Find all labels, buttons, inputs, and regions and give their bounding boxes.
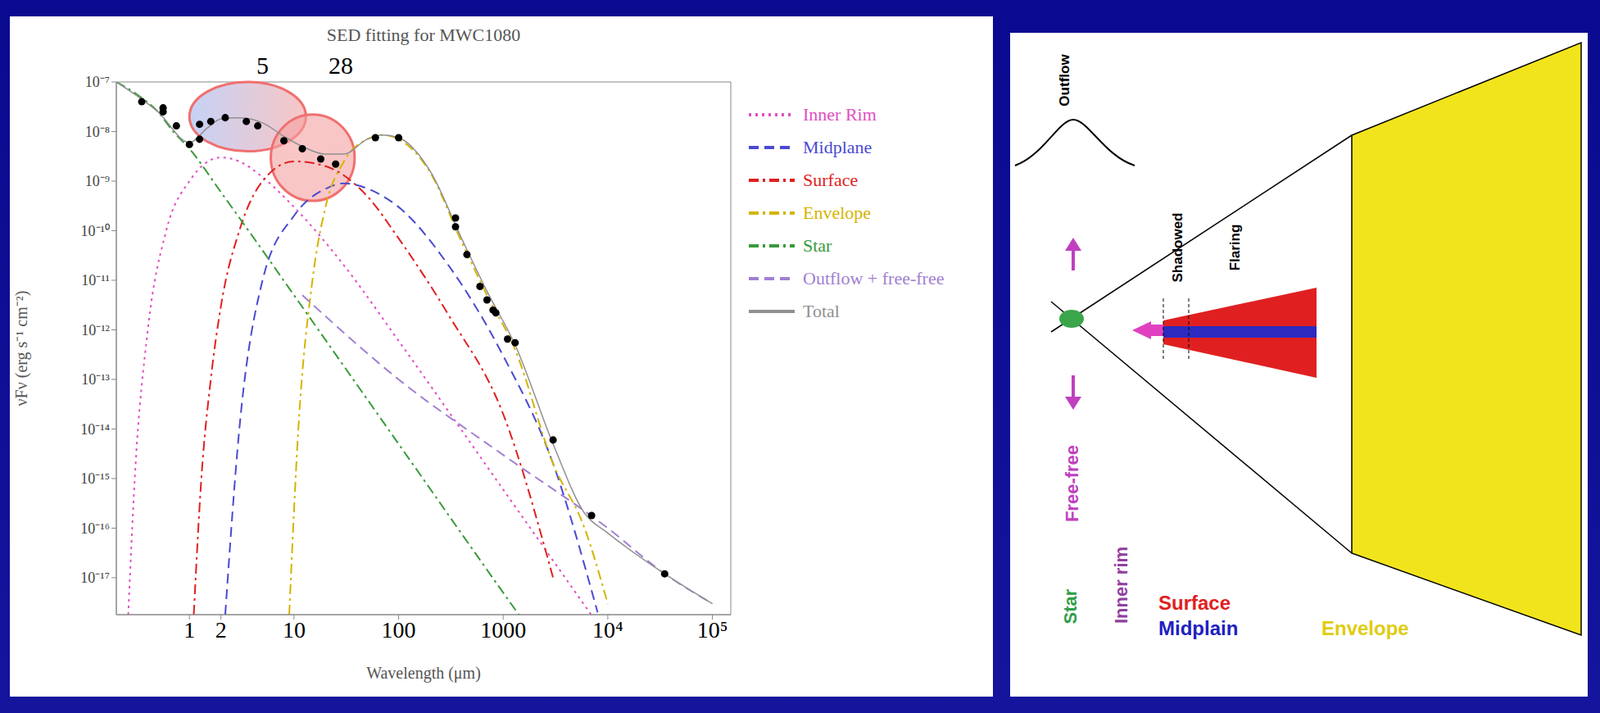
svg-text:10⁻¹²: 10⁻¹² xyxy=(81,321,110,339)
svg-text:10⁻¹⁶: 10⁻¹⁶ xyxy=(80,520,110,537)
svg-text:Surface: Surface xyxy=(1158,591,1231,614)
svg-text:10⁻¹⁷: 10⁻¹⁷ xyxy=(80,569,110,586)
svg-text:Envelope: Envelope xyxy=(1321,616,1410,640)
svg-text:10⁻¹⁵: 10⁻¹⁵ xyxy=(80,470,110,487)
svg-text:Free-free: Free-free xyxy=(1061,444,1083,522)
html-text:Outflow + free-free: Outflow + free-free xyxy=(802,267,945,289)
svg-text:10⁻⁷: 10⁻⁷ xyxy=(85,73,110,91)
svg-text:10⁴: 10⁴ xyxy=(592,616,624,643)
svg-text:2: 2 xyxy=(215,616,227,643)
svg-text:1000: 1000 xyxy=(480,616,526,643)
svg-text:10⁻¹⁰: 10⁻¹⁰ xyxy=(81,222,110,240)
svg-text:10⁻⁹: 10⁻⁹ xyxy=(85,172,110,190)
html-text:Star: Star xyxy=(802,235,832,256)
svg-text:Outflow: Outflow xyxy=(1056,54,1073,107)
svg-text:Inner rim: Inner rim xyxy=(1110,546,1132,624)
svg-text:10⁻¹¹: 10⁻¹¹ xyxy=(81,271,110,289)
svg-text:Star: Star xyxy=(1060,588,1081,624)
svg-text:10⁵: 10⁵ xyxy=(697,616,729,643)
html-text:Total: Total xyxy=(802,300,840,322)
svg-text:1: 1 xyxy=(183,616,195,643)
html-text:SED fitting for MWC1080: SED fitting for MWC1080 xyxy=(326,24,521,46)
svg-text:10⁻⁸: 10⁻⁸ xyxy=(85,123,110,141)
html-text:Envelope: Envelope xyxy=(802,202,871,223)
svg-text:Shadowed: Shadowed xyxy=(1169,212,1186,282)
svg-text:Midplain: Midplain xyxy=(1158,616,1238,640)
svg-text:28: 28 xyxy=(328,51,354,79)
html-text:Surface: Surface xyxy=(802,169,858,191)
svg-text:Flaring: Flaring xyxy=(1227,224,1243,272)
svg-text:10⁻¹³: 10⁻¹³ xyxy=(81,371,110,388)
svg-text:5: 5 xyxy=(256,51,269,79)
svg-text:10: 10 xyxy=(282,616,306,643)
html-text:Midplane: Midplane xyxy=(802,136,872,158)
svg-text:10⁻¹⁴: 10⁻¹⁴ xyxy=(80,421,110,438)
svg-text:Wavelength (μm): Wavelength (μm) xyxy=(366,663,481,683)
svg-text:100: 100 xyxy=(381,616,417,643)
html-text:Inner Rim: Inner Rim xyxy=(802,104,877,125)
svg-text:νFν (erg s⁻¹ cm⁻²): νFν (erg s⁻¹ cm⁻²) xyxy=(12,290,32,407)
